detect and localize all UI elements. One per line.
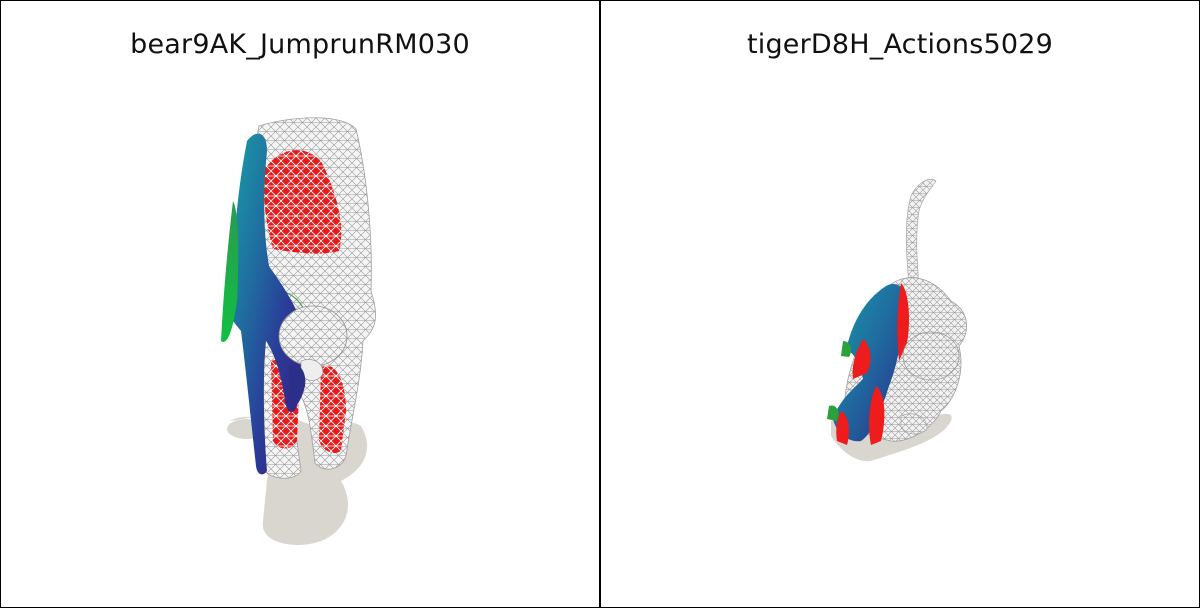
tiger-mesh-render [827,179,967,462]
left-panel: bear9AK_JumprunRM030 [0,0,600,608]
left-panel-title: bear9AK_JumprunRM030 [130,29,470,60]
tiger-green-patch-1 [841,341,851,357]
tiger-head [902,331,960,381]
tiger-red-segment-3 [868,386,885,445]
tiger-green-patch-2 [827,405,839,421]
bear-green-edge [221,201,239,342]
tiger-paw [900,413,928,435]
bear-paw-blue [289,364,306,407]
tiger-red-segment-2 [852,339,871,379]
bear-red-segment-upper [263,150,342,254]
tiger-tail [905,179,937,287]
tiger-red-segment-4 [836,411,849,445]
right-panel: tigerD8H_Actions5029 [600,0,1200,608]
bear-head [278,305,348,367]
bear-red-segment-leg [319,365,346,453]
bear-mesh-render [221,117,376,545]
bear-colored-surface [228,133,304,475]
right-panel-title: tigerD8H_Actions5029 [746,29,1054,60]
tiger-red-segment-1 [897,283,909,361]
